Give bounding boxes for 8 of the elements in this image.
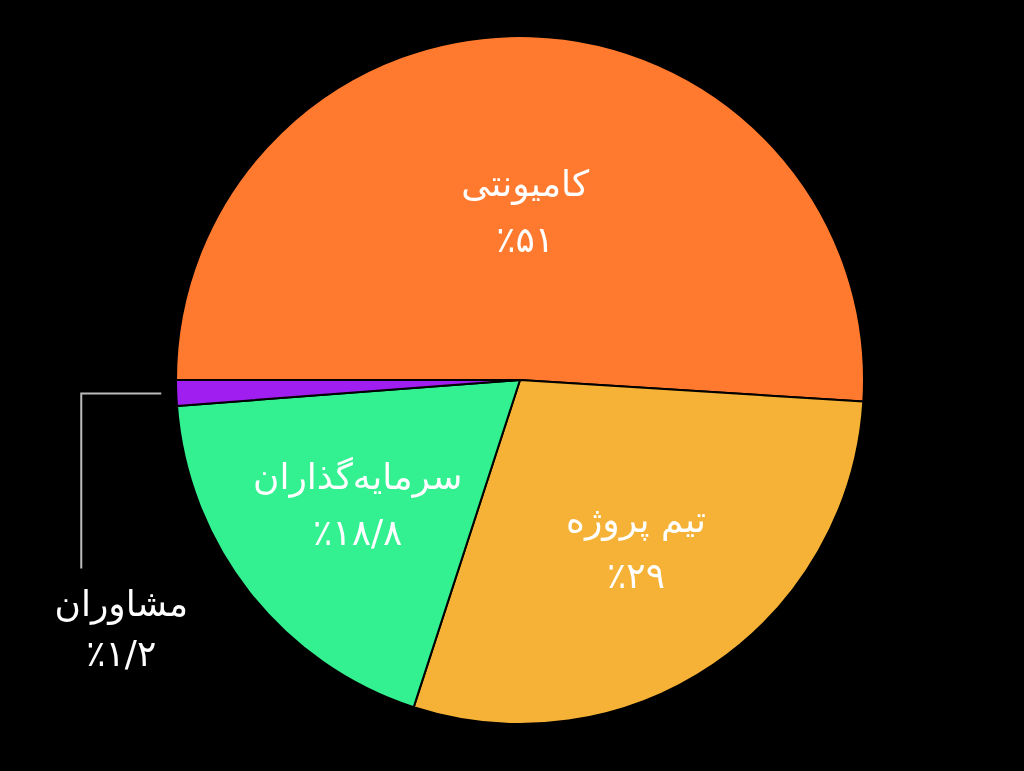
slice-label: کامیونتی <box>461 163 590 206</box>
slice-label: سرمایه‌گذاران <box>252 455 463 498</box>
data-label: ٪۵۱ <box>496 219 555 261</box>
data-label: ٪۱/۲ <box>86 632 157 674</box>
slice-label: تیم پروژه <box>566 499 706 542</box>
data-label: ٪۲۹ <box>607 555 666 597</box>
data-label: ٪۱۸/۸ <box>312 511 403 553</box>
slice-label: مشاوران <box>54 582 189 625</box>
